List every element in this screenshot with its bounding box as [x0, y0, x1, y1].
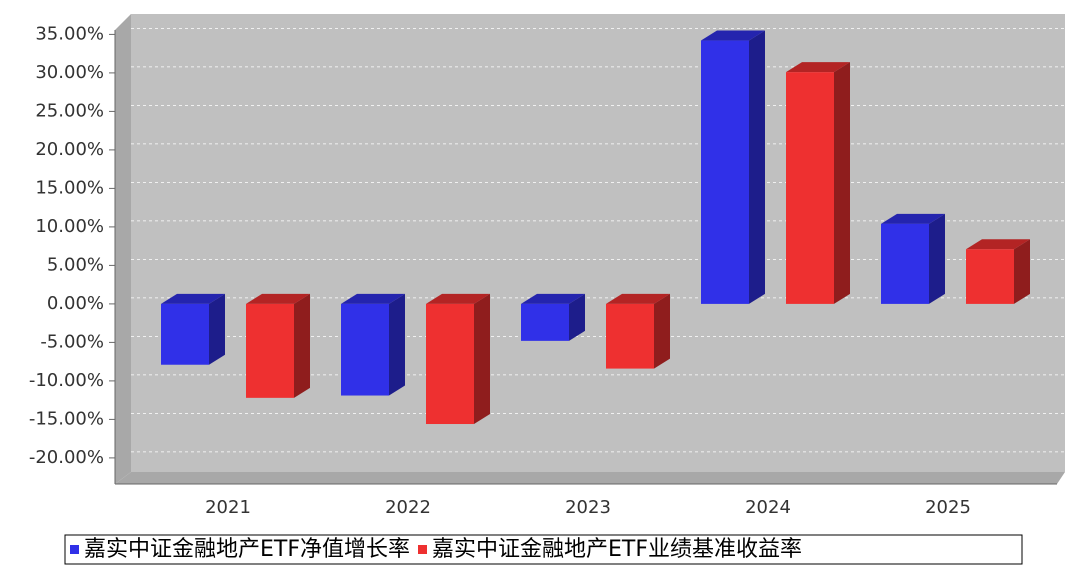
bar-top — [606, 293, 670, 304]
x-tick-label: 2023 — [565, 497, 611, 518]
legend-swatch — [70, 545, 79, 554]
bar — [881, 223, 929, 304]
bar-top — [246, 293, 310, 304]
bar-top — [161, 293, 225, 304]
bar — [786, 72, 834, 304]
bar-top — [966, 239, 1030, 250]
floor — [115, 472, 1065, 484]
bar-side — [569, 293, 585, 341]
bar-side — [294, 293, 310, 398]
bar — [966, 249, 1014, 304]
bar — [701, 40, 749, 304]
bar — [606, 303, 654, 369]
legend-box — [64, 534, 1023, 565]
bar-side — [389, 293, 405, 396]
x-tick-label: 2022 — [385, 497, 431, 518]
y-tick-label: 5.00% — [47, 254, 104, 275]
x-tick-label: 2024 — [745, 497, 791, 518]
y-tick-label: 30.00% — [35, 62, 104, 83]
bar-top — [521, 293, 585, 304]
x-tick-label: 2021 — [205, 497, 251, 518]
bar-side — [654, 293, 670, 369]
bar-top — [341, 293, 405, 304]
legend-swatch — [418, 545, 427, 554]
y-tick-label: -5.00% — [40, 331, 104, 352]
y-tick-label: 15.00% — [35, 177, 104, 198]
bar — [521, 303, 569, 341]
y-tick-label: 10.00% — [35, 216, 104, 237]
bar-side — [1014, 239, 1030, 304]
y-tick-label: 0.00% — [47, 293, 104, 314]
bar-top — [881, 213, 945, 224]
bar-side — [929, 213, 945, 304]
left-wall — [115, 14, 131, 484]
x-tick-label: 2025 — [925, 497, 971, 518]
y-tick-label: -20.00% — [29, 447, 104, 468]
y-tick-label: 35.00% — [35, 23, 104, 44]
bar-top — [426, 293, 490, 304]
bar-side — [209, 293, 225, 365]
bar-side — [474, 293, 490, 425]
bar — [426, 303, 474, 425]
bar — [161, 303, 209, 365]
legend-label: 嘉实中证金融地产ETF净值增长率 — [84, 537, 410, 562]
bar-top — [786, 62, 850, 73]
y-tick-label: 20.00% — [35, 139, 104, 160]
y-tick-label: 25.00% — [35, 100, 104, 121]
legend-label: 嘉实中证金融地产ETF业绩基准收益率 — [432, 537, 802, 562]
bar-top — [701, 30, 765, 41]
bar-side — [834, 62, 850, 304]
y-tick-label: -15.00% — [29, 408, 104, 429]
bar — [246, 303, 294, 398]
y-tick-label: -10.00% — [29, 370, 104, 391]
bar — [341, 303, 389, 396]
bar-side — [749, 30, 765, 304]
